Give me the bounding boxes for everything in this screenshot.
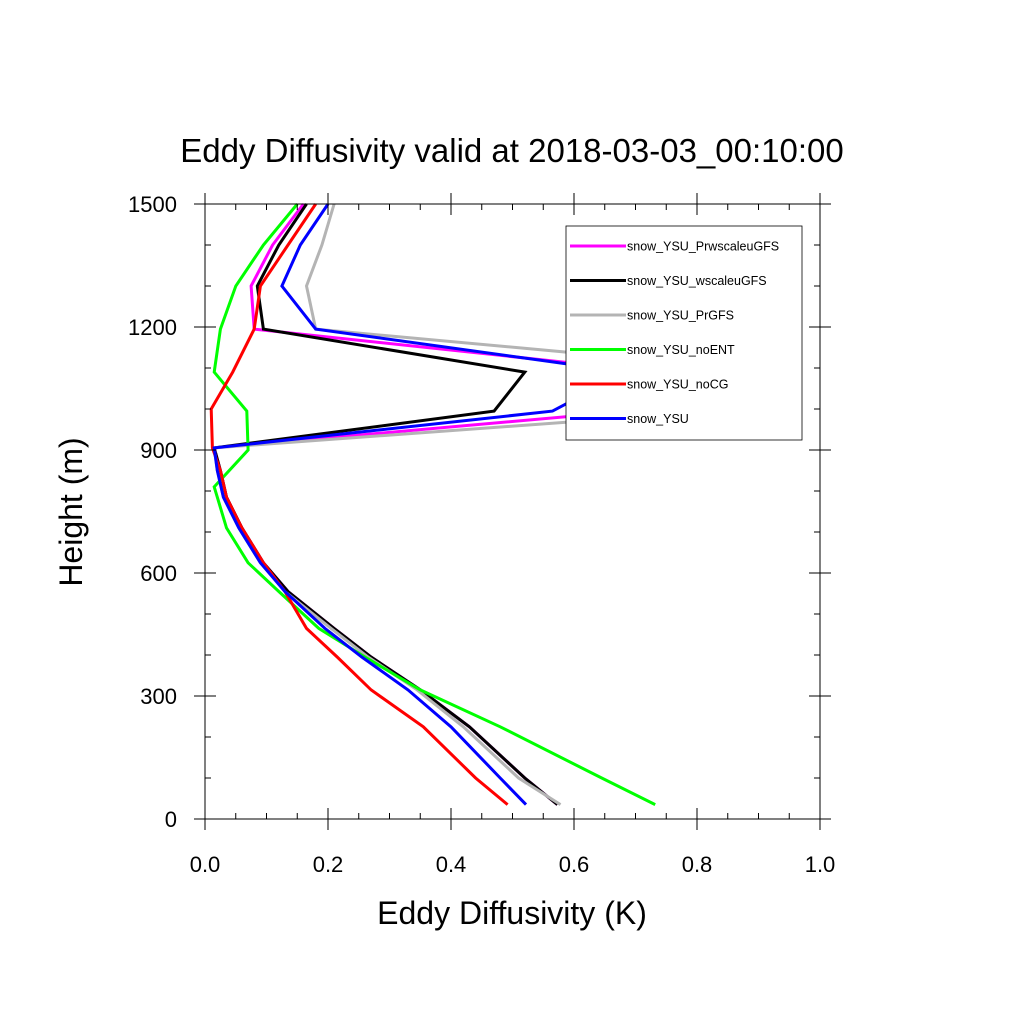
y-tick-label: 300 [140,684,177,709]
legend-box [565,225,803,441]
legend-label-2: snow_YSU_PrGFS [627,309,734,323]
legend-label-5: snow_YSU [627,412,689,426]
series-line-3 [212,203,656,806]
x-tick-label: 0.2 [313,852,344,877]
legend-label-3: snow_YSU_noENT [627,343,735,357]
series-line-4 [209,203,509,806]
y-tick-label: 1500 [128,192,177,217]
legend-label-1: snow_YSU_wscaleuGFS [627,274,767,288]
series-line-1 [212,203,559,806]
x-tick-label: 0.4 [436,852,467,877]
x-tick-label: 0.0 [190,852,221,877]
x-tick-label: 0.8 [682,852,713,877]
series-line-5 [212,203,632,806]
legend-items: snow_YSU_PrwscaleuGFS snow_YSU_wscaleuGFS… [570,240,779,426]
axis-tick-labels: 0.0 0.2 0.4 0.6 0.8 1.0 0 300 600 900 1200 1500 [128,192,835,877]
chart-title: Eddy Diffusivity valid at 2018-03-03_00:… [180,132,843,169]
x-tick-label: 1.0 [805,852,836,877]
y-tick-label: 0 [165,807,177,832]
y-tick-label: 1200 [128,315,177,340]
y-tick-label: 900 [140,438,177,463]
x-axis-label: Eddy Diffusivity (K) [377,895,647,931]
y-axis-label: Height (m) [53,437,89,586]
x-tick-label: 0.6 [559,852,590,877]
y-tick-label: 600 [140,561,177,586]
axis-ticks [194,193,831,830]
plot-lines [209,203,788,806]
legend: snow_YSU_PrwscaleuGFS snow_YSU_wscaleuGFS… [565,225,803,441]
legend-label-4: snow_YSU_noCG [627,378,728,392]
legend-label-0: snow_YSU_PrwscaleuGFS [627,240,779,254]
